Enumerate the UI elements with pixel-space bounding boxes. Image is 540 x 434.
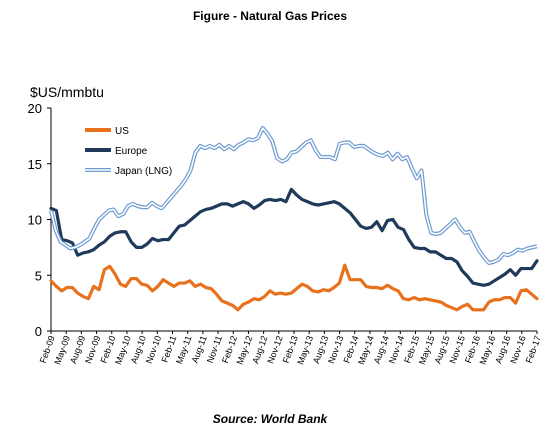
y-tick-label: 20 [28,101,42,116]
legend-label-japan-lng: Japan (LNG) [115,166,172,177]
legend-label-us: US [115,126,129,137]
legend-label-europe: Europe [115,146,148,157]
source-note: Source: World Bank [212,412,328,426]
series-line-europe [49,187,539,287]
series-layer [49,126,539,312]
series-line-inner-japan-lng [50,127,538,264]
series-line-us [49,263,539,312]
figure-title: Figure - Natural Gas Prices [192,9,348,23]
y-tick-label: 5 [35,268,42,283]
y-tick-label: 15 [28,157,42,172]
y-tick-label: 10 [28,213,42,228]
y-axis-unit-label: $US/mmbtu [30,84,104,100]
y-tick-label: 0 [35,324,42,339]
chart-legend: US Europe Japan (LNG) [85,126,172,177]
